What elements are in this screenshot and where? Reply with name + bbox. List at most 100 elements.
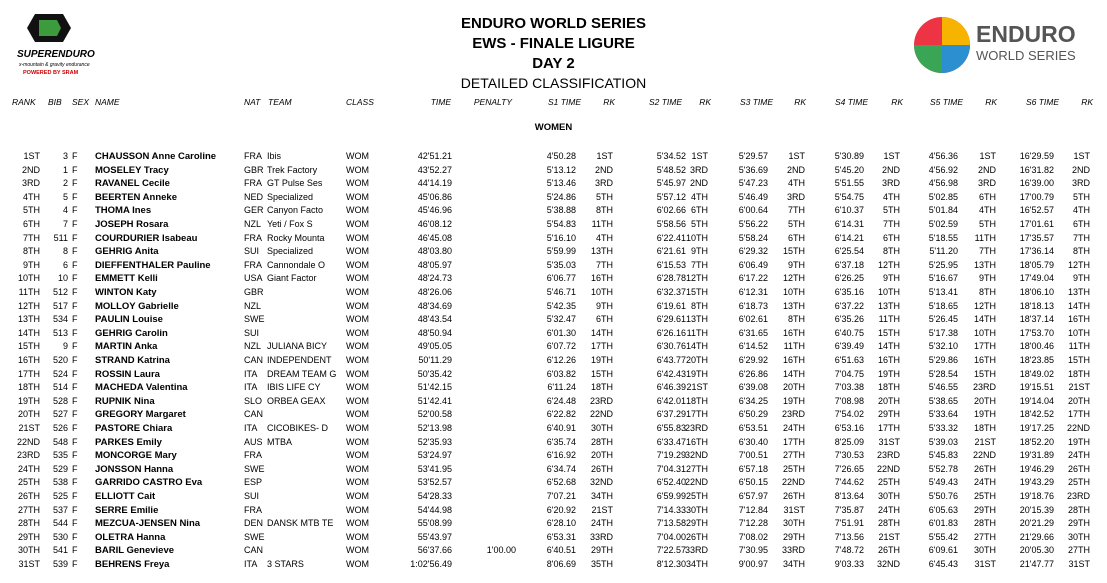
table-cell: 6'29.92 [738, 355, 768, 365]
table-cell: 3RD [977, 178, 996, 189]
table-cell: 7'03.38 [834, 382, 864, 393]
table-cell: 18TH [1067, 368, 1090, 379]
table-cell: 517 [52, 300, 68, 311]
right-logo: ENDURO WORLD SERIES [914, 17, 1076, 73]
table-cell: 6'09.61 [928, 545, 958, 556]
globe-part [942, 45, 970, 73]
table-cell: 6'01.83 [928, 518, 958, 529]
table-cell: 13TH [685, 314, 708, 325]
table-cell: 4'56.98 [928, 178, 958, 189]
column-header: RK [603, 97, 615, 107]
table-cell: 6'34.74 [546, 463, 576, 474]
table-cell: F [72, 178, 78, 189]
table-cell: 5'56.22 [738, 219, 768, 229]
table-cell: 31ST [18, 559, 40, 569]
table-cell: 4TH [690, 191, 708, 202]
table-cell: 8TH [978, 287, 996, 297]
table-cell: 5'29.86 [928, 355, 958, 365]
table-cell: 5'54.75 [834, 191, 864, 202]
table-cell: DREAM TEAM G [267, 368, 337, 379]
table-cell: 544 [52, 518, 68, 529]
table-cell: 6'12.26 [546, 355, 576, 365]
table-cell: 12TH [782, 273, 805, 284]
table-cell: 20TH [685, 355, 708, 365]
table-cell: 6'20.92 [546, 504, 576, 515]
table-cell: 18TH [590, 382, 613, 393]
table-cell: 8'13.64 [834, 491, 864, 501]
table-cell: 6'06.77 [546, 273, 576, 284]
table-cell: 4'56.36 [928, 151, 958, 161]
table-cell: 7TH [1072, 232, 1090, 243]
table-cell: JULIANA BICY [267, 341, 328, 352]
table-cell: FRA [244, 178, 262, 189]
table-cell: 6'53.51 [738, 423, 768, 433]
table-cell: 52'35.93 [417, 436, 452, 447]
table-cell: 30TH [782, 518, 805, 529]
table-cell: 16'39.00 [1019, 178, 1054, 189]
table-cell: 5'45.83 [928, 450, 958, 461]
table-cell: 16TH [782, 355, 805, 365]
table-cell: 19'18.76 [1019, 491, 1054, 501]
table-cell: 6'52.40 [656, 477, 686, 488]
column-header: S3 TIME [739, 97, 773, 107]
table-cell: 5'49.43 [928, 477, 958, 488]
table-cell: 6'55.83 [656, 423, 686, 433]
title: ENDURO WORLD SERIES [460, 15, 646, 32]
table-cell: 22ND [876, 463, 900, 474]
table-cell: 2ND [689, 178, 708, 189]
group-title: WOMEN [534, 122, 573, 133]
table-cell: 6'57.18 [738, 463, 768, 474]
column-header: PENALTY [473, 97, 512, 107]
table-cell: 5'24.86 [546, 191, 576, 202]
table-cell: 5'13.41 [928, 287, 958, 297]
table-cell: 6'02.66 [656, 205, 686, 216]
table-cell: 31ST [974, 559, 996, 569]
table-cell: 5'35.03 [546, 259, 576, 270]
table-cell: 6'22.41 [656, 232, 686, 243]
section: DETAILED CLASSIFICATION [460, 75, 647, 91]
table-cell: BARIL Genevieve [95, 545, 175, 557]
table-cell: 6'52.68 [546, 477, 576, 488]
table-cell: WOM [346, 314, 369, 325]
table-cell: 25TH [1067, 477, 1090, 488]
column-header: CLASS [346, 97, 374, 107]
table-cell: 5'36.69 [738, 164, 768, 175]
table-cell: 13TH [590, 246, 613, 257]
table-cell: BEERTEN Anneke [95, 191, 177, 203]
table-cell: 4TH [787, 178, 805, 189]
table-cell: 13TH [782, 300, 805, 311]
table-cell: WOM [346, 368, 369, 379]
table-cell: 48'50.94 [417, 327, 452, 338]
table-cell: 20TH [877, 395, 900, 406]
table-cell: Rocky Mounta [267, 232, 325, 243]
table-cell: 514 [52, 382, 68, 393]
table-cell: NZL [244, 219, 262, 229]
table-cell: ITA [244, 423, 258, 433]
table-cell: 8'06.69 [546, 559, 576, 569]
table-cell: 1ST [691, 151, 708, 161]
table-cell: 22ND [589, 409, 613, 420]
table-cell: 4TH [1072, 205, 1090, 216]
table-cell: 16TH [17, 355, 40, 365]
table-cell: 17TH [782, 436, 805, 447]
table-cell: DEN [244, 518, 264, 529]
table-cell: 16'31.82 [1019, 164, 1054, 175]
table-cell: 7'04.31 [656, 463, 686, 474]
table-cell: 20'05.30 [1019, 545, 1054, 556]
table-cell: 8 [62, 246, 68, 257]
table-cell: 21ST [974, 436, 996, 447]
table-cell: 54'44.98 [417, 504, 452, 515]
table-cell: MOSELEY Tracy [95, 164, 169, 176]
table-cell: 25TH [782, 463, 805, 474]
table-cell: 30TH [17, 545, 40, 556]
table-cell: 6'25.54 [834, 246, 864, 257]
table-cell: 30TH [685, 504, 708, 515]
table-cell: ESP [244, 477, 263, 488]
table-cell: 14TH [1067, 300, 1090, 311]
table-cell: 5'46.71 [546, 287, 576, 297]
table-cell: 23RD [16, 450, 40, 461]
table-cell: WOM [346, 409, 369, 420]
column-header: S5 TIME [929, 97, 963, 107]
table-cell: 16TH [877, 355, 900, 365]
table-cell: 6'02.61 [738, 314, 768, 325]
